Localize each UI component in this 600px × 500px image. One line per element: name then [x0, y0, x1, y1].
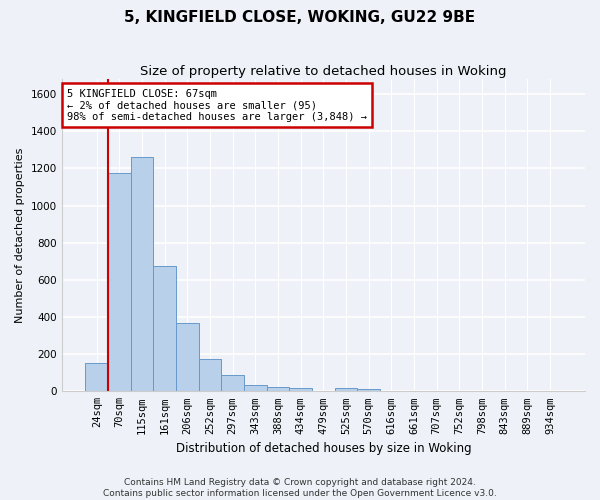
Bar [176, 322, 199, 392]
Bar [244, 385, 266, 392]
Text: 5, KINGFIELD CLOSE, WOKING, GU22 9BE: 5, KINGFIELD CLOSE, WOKING, GU22 9BE [124, 10, 476, 25]
Bar [289, 388, 312, 392]
Bar [199, 359, 221, 392]
X-axis label: Distribution of detached houses by size in Woking: Distribution of detached houses by size … [176, 442, 471, 455]
Bar [266, 386, 289, 392]
Text: Contains HM Land Registry data © Crown copyright and database right 2024.
Contai: Contains HM Land Registry data © Crown c… [103, 478, 497, 498]
Bar [358, 388, 380, 392]
Bar [335, 388, 358, 392]
Bar [108, 173, 131, 392]
Text: 5 KINGFIELD CLOSE: 67sqm
← 2% of detached houses are smaller (95)
98% of semi-de: 5 KINGFIELD CLOSE: 67sqm ← 2% of detache… [67, 88, 367, 122]
Y-axis label: Number of detached properties: Number of detached properties [15, 148, 25, 323]
Bar [154, 266, 176, 392]
Bar [131, 157, 154, 392]
Title: Size of property relative to detached houses in Woking: Size of property relative to detached ho… [140, 65, 506, 78]
Bar [221, 374, 244, 392]
Bar [85, 364, 108, 392]
